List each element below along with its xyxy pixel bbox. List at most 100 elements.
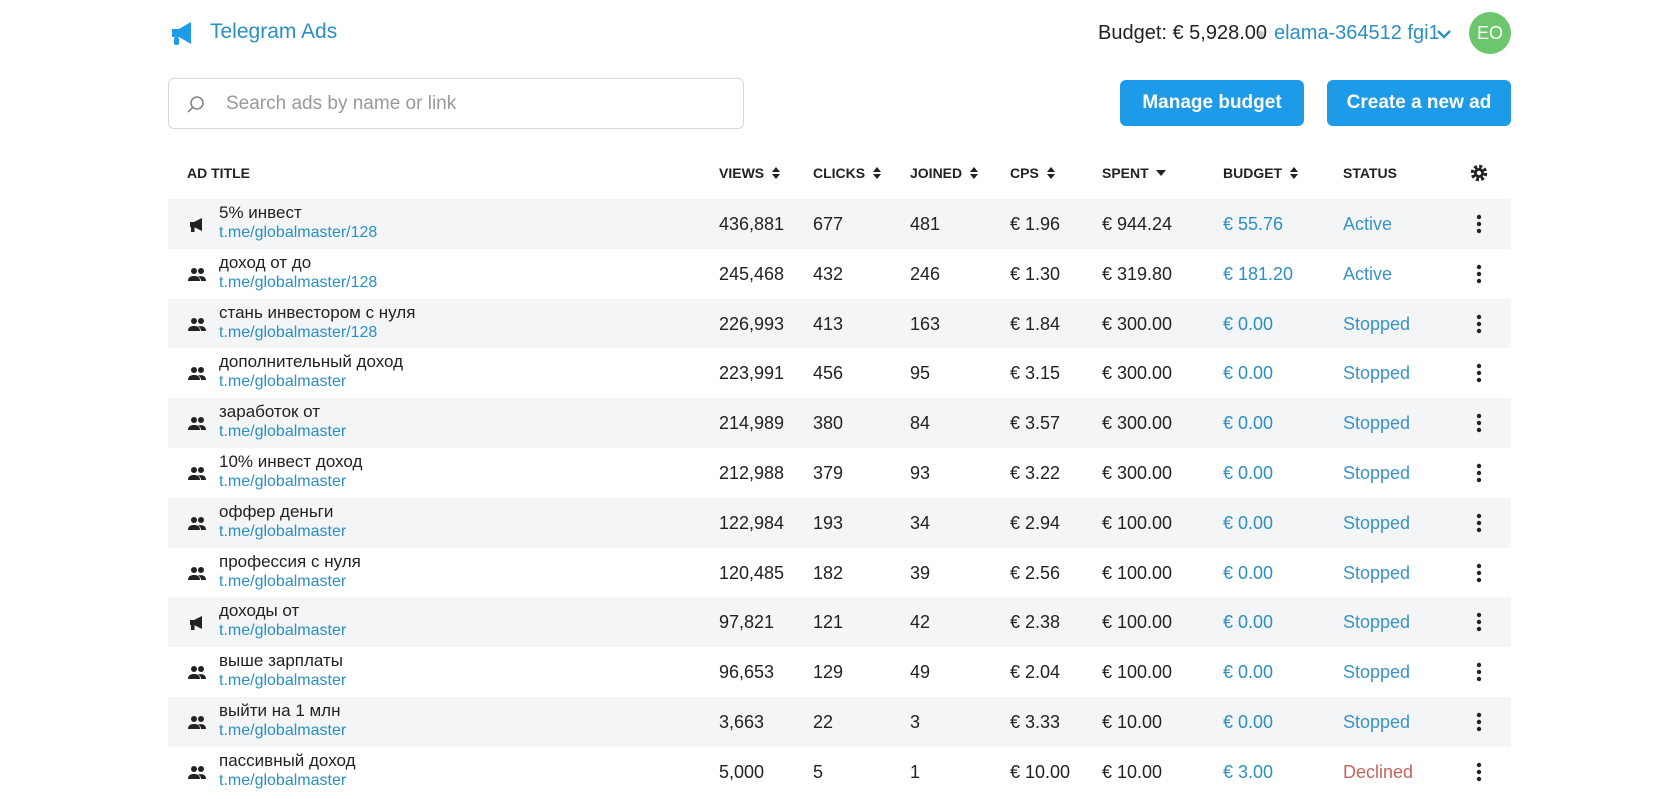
ad-link[interactable]: t.me/globalmaster/128 bbox=[219, 273, 378, 291]
cell-clicks: 5 bbox=[813, 761, 824, 782]
cell-spent: € 319.80 bbox=[1102, 263, 1173, 284]
ad-row: стань инвестором с нуля t.me/globalmaster… bbox=[168, 298, 1511, 349]
cell-joined: 42 bbox=[910, 612, 931, 633]
column-header[interactable]: CLICKS bbox=[813, 165, 882, 181]
search-box[interactable]: Search ads by name or link bbox=[168, 78, 744, 129]
ad-type-icon bbox=[188, 317, 206, 331]
ad-row: пассивный доход t.me/globalmaster 5,000 5 1 €… bbox=[168, 746, 1511, 797]
ad-title[interactable]: доход от до bbox=[219, 252, 312, 272]
column-header[interactable]: SPENT bbox=[1102, 165, 1166, 181]
row-menu[interactable] bbox=[1476, 214, 1482, 234]
ad-link[interactable]: t.me/globalmaster/128 bbox=[219, 323, 378, 341]
row-menu[interactable] bbox=[1476, 463, 1482, 483]
row-menu[interactable] bbox=[1476, 264, 1482, 284]
cell-clicks: 193 bbox=[813, 512, 844, 533]
row-menu[interactable] bbox=[1476, 712, 1482, 732]
row-menu[interactable] bbox=[1476, 563, 1482, 583]
ad-link[interactable]: t.me/globalmaster bbox=[219, 473, 347, 490]
ad-link[interactable]: t.me/globalmaster bbox=[219, 572, 347, 590]
sort-icon[interactable] bbox=[969, 166, 979, 180]
ad-link[interactable]: t.me/globalmaster bbox=[219, 423, 347, 441]
ad-link[interactable]: t.me/globalmaster bbox=[219, 722, 347, 739]
ad-title[interactable]: оффер деньги bbox=[219, 501, 334, 521]
settings-gear[interactable] bbox=[1469, 163, 1489, 183]
ad-type-icon bbox=[188, 516, 206, 530]
cell-status: Stopped bbox=[1343, 662, 1411, 683]
cell-budget: € 55.76 bbox=[1223, 214, 1284, 234]
ad-row: доход от до t.me/globalmaster/128 245,468 4… bbox=[168, 248, 1511, 299]
sort-icon[interactable] bbox=[1046, 166, 1056, 180]
manage-budget-button[interactable]: Manage budget bbox=[1120, 80, 1304, 126]
cell-budget: € 0.00 bbox=[1223, 662, 1274, 683]
cell-cps: € 3.15 bbox=[1010, 363, 1061, 384]
cell-cps: € 3.57 bbox=[1010, 413, 1061, 434]
cell-clicks: 432 bbox=[813, 263, 844, 284]
column-header[interactable]: VIEWS bbox=[719, 165, 781, 181]
ad-row: 5% инвест t.me/globalmaster/128 436,881 677… bbox=[168, 199, 1511, 249]
cell-status: Stopped bbox=[1343, 463, 1411, 483]
ad-title[interactable]: профессия с нуля bbox=[219, 551, 361, 571]
cell-cps: € 2.38 bbox=[1010, 612, 1061, 633]
row-menu[interactable] bbox=[1476, 363, 1482, 383]
cell-clicks: 413 bbox=[813, 313, 844, 334]
ad-title[interactable]: пассивный доход bbox=[219, 750, 356, 770]
ad-title[interactable]: заработок от bbox=[219, 402, 321, 422]
ad-link[interactable]: t.me/globalmaster bbox=[219, 522, 347, 540]
column-header[interactable]: BUDGET bbox=[1223, 165, 1299, 181]
account-chevron[interactable] bbox=[1436, 28, 1452, 40]
cell-cps: € 1.84 bbox=[1010, 313, 1061, 334]
ad-link[interactable]: t.me/globalmaster/128 bbox=[219, 224, 378, 241]
cell-cps: € 2.94 bbox=[1010, 512, 1061, 533]
cell-budget: € 0.00 bbox=[1223, 413, 1274, 434]
ad-link[interactable]: t.me/globalmaster bbox=[219, 373, 347, 391]
create-ad-button[interactable]: Create a new ad bbox=[1327, 80, 1511, 126]
row-menu[interactable] bbox=[1476, 662, 1482, 682]
separator-dot bbox=[1258, 31, 1264, 37]
cell-status: Stopped bbox=[1343, 313, 1411, 334]
column-header[interactable]: JOINED bbox=[910, 165, 979, 181]
row-menu[interactable] bbox=[1476, 612, 1482, 632]
ad-type-icon bbox=[188, 566, 206, 580]
sort-icon[interactable] bbox=[872, 166, 882, 180]
row-menu[interactable] bbox=[1476, 513, 1482, 533]
sort-icon[interactable] bbox=[771, 166, 781, 180]
app-title[interactable]: Telegram Ads bbox=[210, 20, 338, 43]
ad-title[interactable]: доходы от bbox=[219, 601, 300, 621]
row-menu[interactable] bbox=[1476, 413, 1482, 433]
ad-link[interactable]: t.me/globalmaster bbox=[219, 771, 347, 789]
ad-title[interactable]: стань инвестором с нуля bbox=[219, 302, 416, 322]
ad-row: дополнительный доход t.me/globalmaster 223… bbox=[168, 348, 1511, 399]
ad-link[interactable]: t.me/globalmaster bbox=[219, 622, 347, 640]
cell-views: 436,881 bbox=[719, 214, 785, 234]
cell-spent: € 300.00 bbox=[1102, 463, 1173, 483]
row-menu[interactable] bbox=[1476, 762, 1482, 782]
cell-views: 3,663 bbox=[719, 712, 765, 732]
column-header: STATUS bbox=[1343, 165, 1397, 181]
ad-title[interactable]: 5% инвест bbox=[219, 203, 302, 222]
ad-type-icon bbox=[190, 218, 202, 232]
sort-icon[interactable] bbox=[1155, 166, 1166, 180]
ad-row: профессия с нуля t.me/globalmaster 120,485… bbox=[168, 547, 1511, 598]
avatar[interactable]: EO bbox=[1469, 12, 1511, 54]
ad-link[interactable]: t.me/globalmaster bbox=[219, 672, 347, 690]
cell-budget: € 0.00 bbox=[1223, 363, 1274, 384]
ad-title[interactable]: выйти на 1 млн bbox=[219, 701, 341, 720]
cell-status: Stopped bbox=[1343, 413, 1411, 434]
ad-type-icon bbox=[188, 267, 206, 281]
ad-title[interactable]: дополнительный доход bbox=[219, 352, 404, 372]
cell-joined: 1 bbox=[910, 761, 921, 782]
sort-icon[interactable] bbox=[1289, 166, 1299, 180]
column-header[interactable]: CPS bbox=[1010, 165, 1056, 181]
cell-views: 96,653 bbox=[719, 662, 775, 683]
ad-title[interactable]: 10% инвест доход bbox=[219, 452, 363, 471]
ad-row: выйти на 1 млн t.me/globalmaster 3,663 22 3 €… bbox=[168, 697, 1511, 747]
cell-spent: € 10.00 bbox=[1102, 761, 1163, 782]
cell-joined: 34 bbox=[910, 512, 931, 533]
cell-clicks: 22 bbox=[813, 712, 834, 732]
account-name[interactable]: elama-364512 fgi1 bbox=[1274, 22, 1440, 44]
cell-joined: 3 bbox=[910, 712, 921, 732]
ad-type-icon bbox=[188, 666, 206, 680]
ad-title[interactable]: выше зарплаты bbox=[219, 651, 343, 671]
cell-views: 97,821 bbox=[719, 612, 775, 633]
row-menu[interactable] bbox=[1476, 314, 1482, 334]
